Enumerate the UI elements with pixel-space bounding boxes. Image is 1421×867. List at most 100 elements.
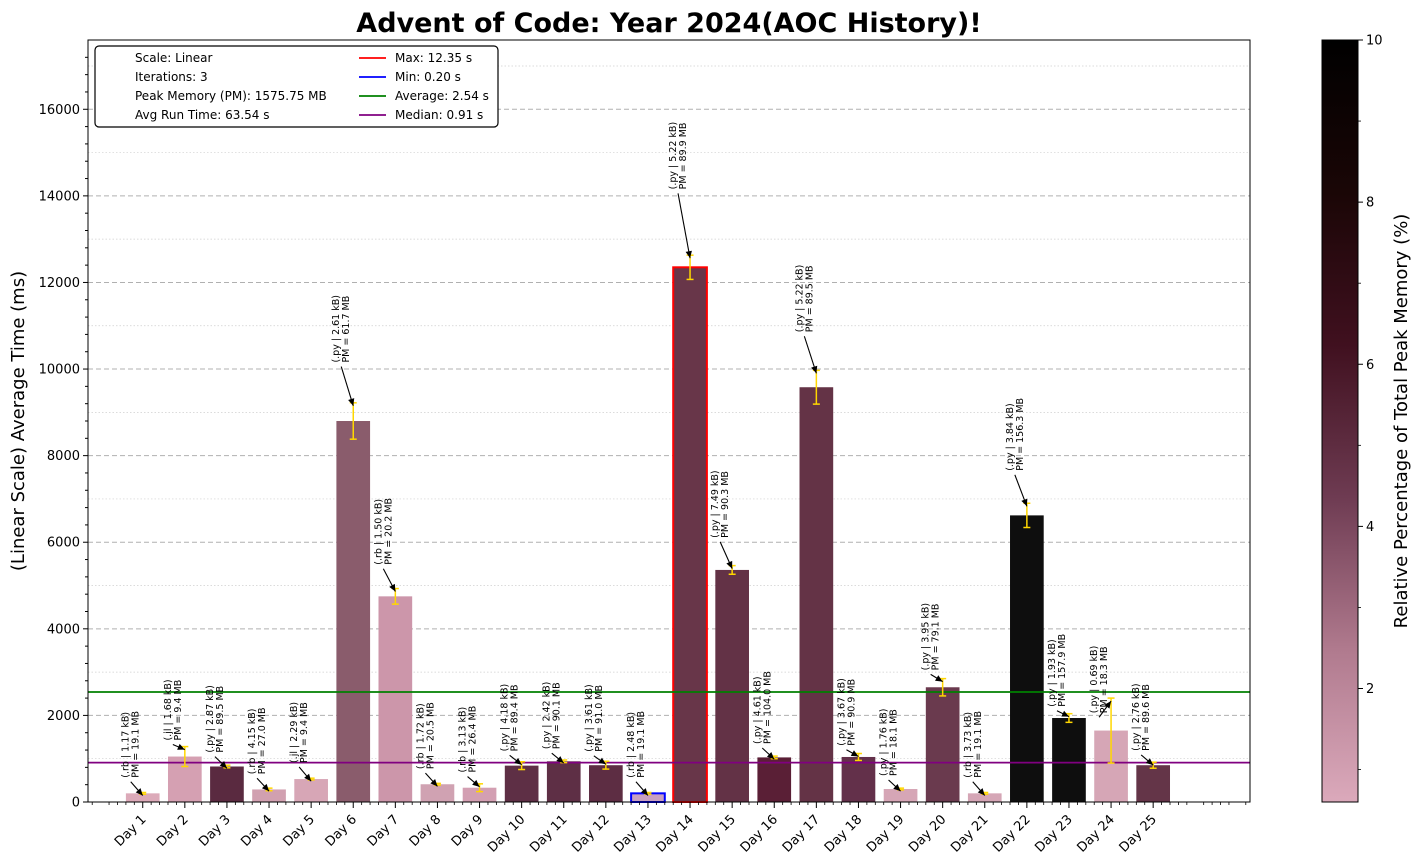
colorbar-gradient (1321, 39, 1359, 803)
bar-day-21 (967, 793, 1002, 802)
annotation-arrowhead (685, 250, 692, 259)
annotation-arrowhead (977, 788, 985, 796)
annotation-arrowhead (389, 583, 396, 592)
annotation-line: (.py | 4.61 kB) (752, 676, 763, 744)
colorbar-label: Relative Percentage of Total Peak Memory… (1391, 214, 1412, 629)
y-tick-label: 0 (72, 796, 80, 811)
x-tick-label: Day 13 (611, 812, 654, 855)
annotation-arrowhead (1061, 710, 1069, 717)
annotation-label: (.py | 2.87 kB)PM = 89.5 MB (205, 685, 226, 753)
annotation-label: (.py | 0.69 kB)PM = 18.3 MB (1089, 646, 1110, 714)
annotation-line: (.py | 5.22 kB) (668, 122, 679, 190)
annotation-arrowhead (514, 757, 522, 765)
bar-day-22 (1010, 515, 1044, 802)
annotation-label: (.rb | 1.72 kB)PM = 20.5 MB (415, 702, 436, 769)
annotation-line: (.py | 3.84 kB) (1005, 403, 1016, 471)
colorbar-tick-label: 8 (1366, 196, 1374, 211)
annotation-label: (.py | 4.61 kB)PM = 104.0 MB (752, 671, 773, 744)
bars-layer (125, 266, 1171, 803)
annotation-label: (.py | 5.22 kB)PM = 89.5 MB (794, 265, 815, 333)
annotation-arrowhead (726, 560, 733, 569)
reference-lines (88, 691, 1250, 764)
x-tick-label: Day 7 (365, 812, 403, 850)
x-tick-label: Day 25 (1117, 812, 1160, 855)
annotation-line: (.py | 3.61 kB) (584, 684, 595, 752)
annotation-line: PM = 90.1 MB (552, 682, 563, 749)
bar-day-6 (336, 421, 371, 802)
annotation-label: (.py | 2.61 kB)PM = 61.7 MB (331, 295, 352, 363)
annotation-line: PM = 26.4 MB (468, 706, 479, 773)
annotation-arrowhead (811, 365, 818, 374)
legend-box (94, 45, 499, 128)
annotation-line: PM = 61.7 MB (341, 296, 352, 363)
annotation-label: (.py | 2.42 kB)PM = 90.1 MB (542, 682, 563, 750)
legend-entry: Peak Memory (PM): 1575.75 MB (135, 89, 327, 103)
annotation-label: (.py | 3.61 kB)PM = 91.0 MB (584, 684, 605, 752)
x-tick-label: Day 24 (1075, 812, 1118, 855)
y-tick-label: 10000 (39, 363, 80, 378)
y-tick-label: 16000 (39, 103, 80, 118)
annotation-line: (.rb | 1.50 kB) (373, 499, 384, 565)
bar-day-14 (672, 266, 708, 803)
annotation-line: (.jl | 1.68 kB) (163, 679, 174, 740)
bar-day-20 (925, 687, 960, 802)
annotation-line: (.py | 2.76 kB) (1131, 683, 1142, 751)
x-tick-label: Day 17 (780, 812, 823, 855)
legend-entry: Iterations: 3 (135, 70, 208, 84)
x-tick-label: Day 15 (696, 812, 739, 855)
annotation-label: (.py | 4.18 kB)PM = 89.4 MB (500, 684, 521, 752)
annotation-label: (.rb | 4.15 kB)PM = 27.0 MB (247, 707, 268, 774)
y-tick-label: 6000 (47, 536, 80, 551)
annotation-label: (.py | 1.76 kB)PM = 18.1 MB (879, 708, 900, 776)
annotation-line: PM = 157.9 MB (1057, 634, 1068, 707)
annotation-line: (.py | 2.87 kB) (205, 685, 216, 753)
legend-entry: Median: 0.91 s (395, 108, 483, 122)
annotation-arrowhead (1145, 758, 1154, 766)
y-tick-label: 8000 (47, 449, 80, 464)
annotation-line: PM = 19.1 MB (973, 711, 984, 778)
annotation-line: PM = 91.0 MB (594, 685, 605, 752)
x-tick-label: Day 23 (1032, 812, 1075, 855)
x-tick-label: Day 11 (527, 812, 570, 855)
bar-day-25 (1136, 765, 1171, 802)
annotation-line: PM = 89.6 MB (1141, 684, 1152, 751)
x-tick-label: Day 22 (990, 812, 1033, 855)
x-axis-ticks: Day 1 Day 2 Day 3 Day 4 Day 5 Day 6 Day 7 Day 8… (91, 802, 1247, 856)
annotation-line: PM = 79.1 MB (931, 604, 942, 671)
annotation-arrowhead (766, 752, 775, 760)
annotation-line: (.py | 3.67 kB) (836, 678, 847, 746)
annotation-line: (.rb | 3.73 kB) (963, 712, 974, 778)
bar-day-7 (378, 596, 413, 802)
colorbar-tick-label: 2 (1366, 682, 1374, 697)
annotation-arrowhead (640, 788, 648, 796)
x-tick-label: Day 1 (112, 812, 150, 850)
x-tick-label: Day 12 (569, 812, 612, 855)
annotation-line: PM = 9.4 MB (299, 702, 310, 763)
bar-day-12 (589, 765, 623, 802)
bar-day-17 (799, 387, 834, 802)
legend-entry: Average: 2.54 s (395, 89, 489, 103)
x-tick-label: Day 8 (407, 812, 445, 850)
annotation-label: (.rb | 2.48 kB)PM = 19.1 MB (626, 711, 647, 778)
x-tick-label: Day 6 (323, 812, 361, 850)
annotation-arrowhead (304, 773, 312, 782)
annotation-line: PM = 90.3 MB (720, 471, 731, 538)
annotation-line: (.rb | 2.48 kB) (626, 712, 637, 778)
colorbar-tick-label: 10 (1366, 34, 1383, 49)
annotation-label: (.py | 3.95 kB)PM = 79.1 MB (921, 603, 942, 671)
annotation-label: (.jl | 2.29 kB)PM = 9.4 MB (289, 702, 310, 763)
annotation-line: (.py | 2.42 kB) (542, 682, 553, 750)
annotation-line: (.py | 5.22 kB) (794, 265, 805, 333)
y-tick-label: 12000 (39, 276, 80, 291)
annotation-label: (.py | 3.84 kB)PM = 156.3 MB (1005, 398, 1026, 471)
bar-day-1 (125, 793, 160, 802)
annotation-line: (.rb | 1.72 kB) (415, 703, 426, 769)
annotation-line: (.py | 4.18 kB) (500, 684, 511, 752)
y-tick-label: 2000 (47, 709, 80, 724)
annotation-line: PM = 89.4 MB (510, 685, 521, 752)
y-tick-label: 14000 (39, 189, 80, 204)
x-tick-label: Day 9 (449, 812, 487, 850)
annotation-line: (.py | 1.93 kB) (1047, 639, 1058, 707)
annotation-label: (.py | 7.49 kB)PM = 90.3 MB (710, 470, 731, 538)
